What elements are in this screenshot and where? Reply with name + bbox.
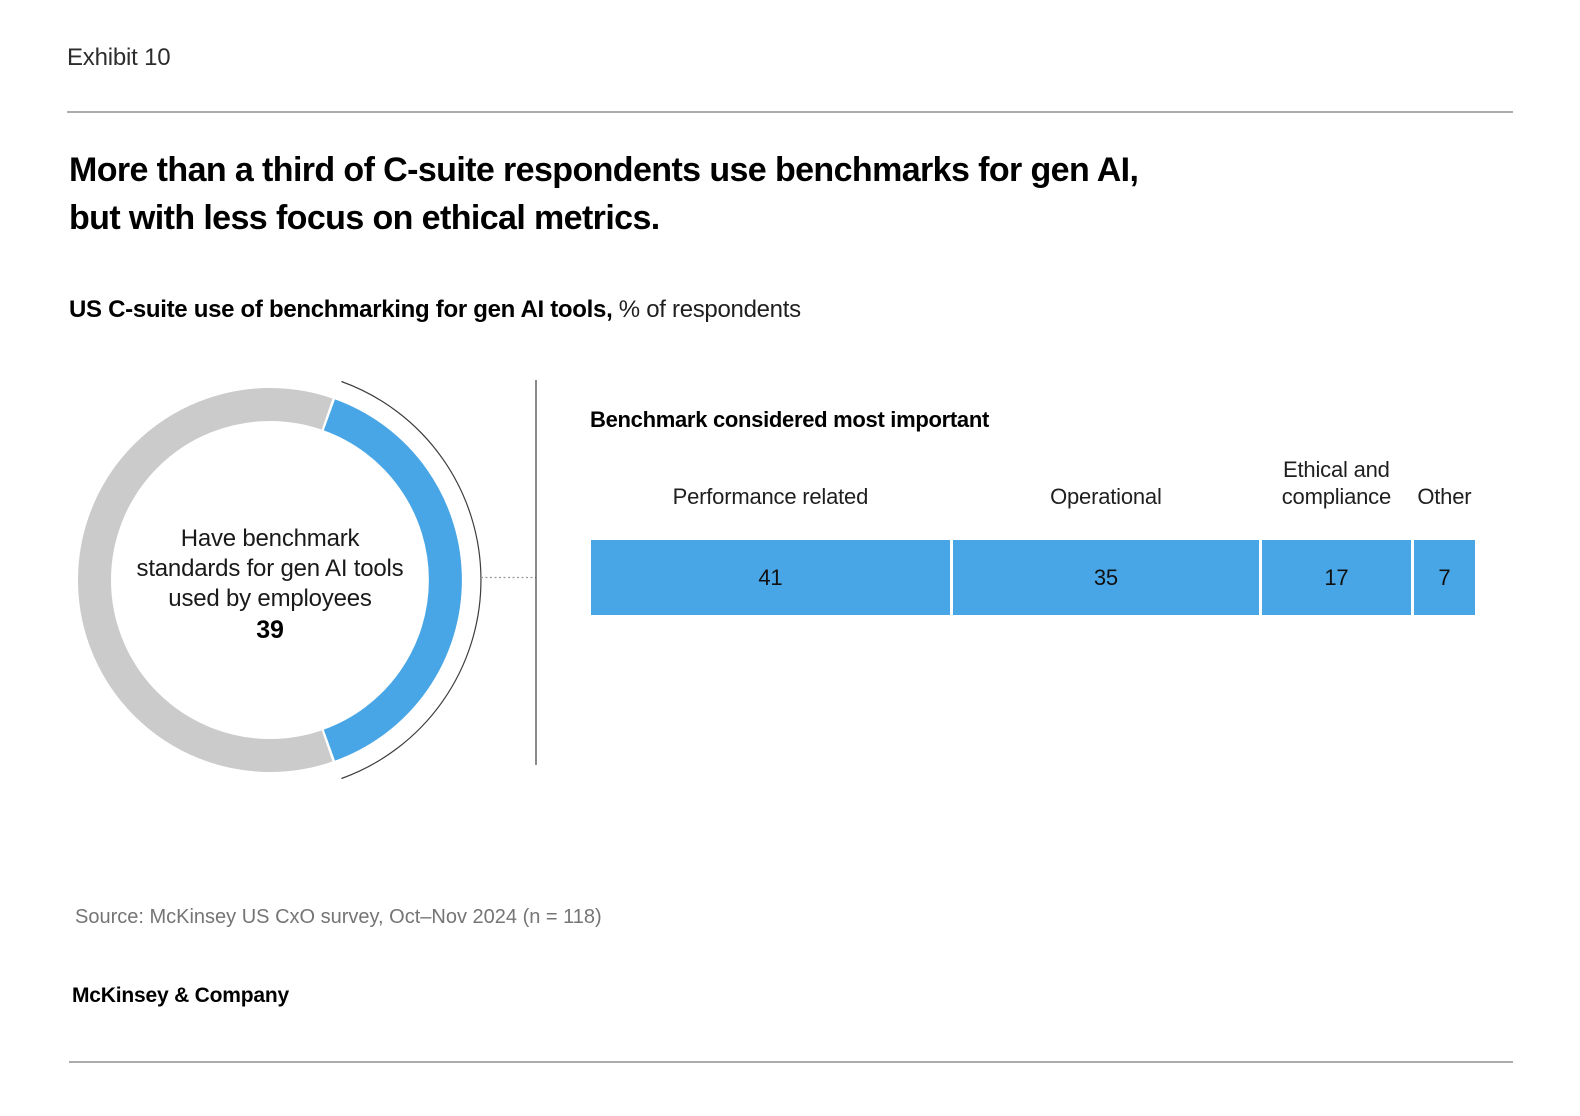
callout-bracket-arc <box>341 380 482 780</box>
bar-segment-value: 17 <box>1324 564 1349 590</box>
donut-center-value: 39 <box>256 616 284 644</box>
donut-center-label-line-2: standards for gen AI tools <box>136 555 404 582</box>
bar-section-heading: Benchmark considered most important <box>590 407 990 432</box>
bar-segment-value: 41 <box>758 564 783 590</box>
exhibit-title: More than a third of C-suite respondents… <box>69 146 1139 242</box>
exhibit-title-line-2: but with less focus on ethical metrics. <box>69 199 660 237</box>
bar-segment-label-text: Other <box>1417 484 1472 509</box>
bar-segment-label-text: Performance related <box>672 484 869 509</box>
bar-segment-label: Ethical and compliance <box>1262 456 1411 510</box>
bar-segment: 35 <box>952 540 1259 615</box>
bar-segment-value: 7 <box>1438 564 1451 590</box>
donut-chart <box>78 380 537 780</box>
top-divider <box>67 111 1513 113</box>
bar-segment-value: 35 <box>1093 564 1118 590</box>
bar-segment: 7 <box>1413 540 1475 615</box>
bar-segment: 17 <box>1262 540 1411 615</box>
donut-center-label-line-3: used by employees <box>168 585 372 612</box>
exhibit-label: Exhibit 10 <box>67 44 171 71</box>
bar-segment-label: Performance related <box>591 483 950 510</box>
bar-segment-label-text: Operational <box>1050 484 1162 509</box>
chart-subtitle-bold: US C-suite use of benchmarking for gen A… <box>69 296 613 323</box>
bottom-divider <box>69 1061 1513 1063</box>
donut-center-label: Have benchmark standards for gen AI tool… <box>100 524 440 646</box>
bar-segment-label-text: Ethical and compliance <box>1281 457 1392 509</box>
exhibit-title-line-1: More than a third of C-suite respondents… <box>69 151 1139 189</box>
donut-center-label-line-1: Have benchmark <box>180 525 360 552</box>
bar-segment-label: Operational <box>953 483 1259 510</box>
chart-subtitle: US C-suite use of benchmarking for gen A… <box>69 296 801 324</box>
bar-labels-row: Performance related Operational Ethical … <box>591 450 1475 510</box>
mckinsey-wordmark: McKinsey & Company <box>72 984 289 1007</box>
bar-segment-label: Other <box>1414 483 1475 510</box>
donut-slice-value <box>323 399 462 761</box>
source-note: Source: McKinsey US CxO survey, Oct–Nov … <box>75 906 602 928</box>
bar-segment: 41 <box>591 540 950 615</box>
stacked-bar: 41 35 17 7 <box>591 540 1475 615</box>
chart-subtitle-units: % of respondents <box>612 296 801 323</box>
